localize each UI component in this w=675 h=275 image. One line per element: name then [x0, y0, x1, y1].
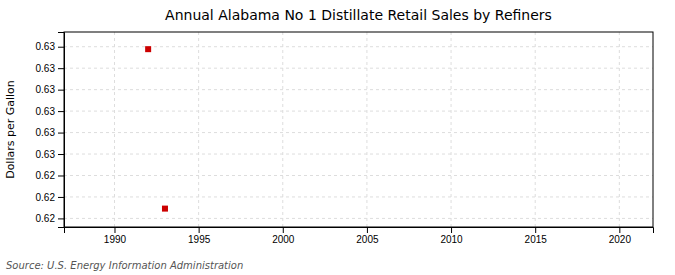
tick-label: 2010 [440, 234, 463, 245]
grid-line [64, 132, 653, 133]
tick-label: 0.63 [36, 84, 56, 95]
grid-line [366, 32, 367, 227]
axis-line [65, 228, 654, 234]
x-axis: 1990 1995 2000 2005 2010 2015 2020 [65, 227, 654, 245]
tick-mark [58, 68, 64, 69]
tick: 2010 [440, 227, 463, 245]
tick-mark [58, 197, 64, 198]
tick-label: 1990 [104, 234, 127, 245]
tick-mark [58, 154, 64, 155]
tick: 1990 [104, 227, 127, 245]
tick-mark [58, 175, 64, 176]
grid-line [64, 46, 653, 47]
tick-mark [58, 90, 64, 91]
tick-mark [199, 227, 200, 233]
point [162, 206, 168, 212]
tick: 2020 [609, 227, 632, 245]
title: Annual Alabama No 1 Distillate Retail Sa… [165, 7, 552, 23]
grid [64, 32, 653, 227]
tick-label: 0.63 [36, 63, 56, 74]
grid-line [451, 32, 452, 227]
tick-mark [58, 47, 64, 48]
tick-label: 2020 [609, 234, 632, 245]
tick-mark [58, 111, 64, 112]
tick: 0.63 [36, 84, 64, 95]
tick: 1995 [188, 227, 211, 245]
points [145, 46, 168, 211]
tick: 2000 [272, 227, 295, 245]
tick: 0.62 [36, 213, 64, 224]
grid-line [64, 68, 653, 69]
tick: 0.63 [36, 63, 64, 74]
grid-line [64, 89, 653, 90]
tick-label: 0.63 [36, 41, 56, 52]
tick-mark [114, 227, 115, 233]
y-axis-label: Dollars per Gallon [4, 80, 17, 179]
tick-mark [619, 227, 620, 233]
tick-mark [58, 218, 64, 219]
tick: 0.62 [36, 192, 64, 203]
source-note: Source: U.S. Energy Information Administ… [6, 260, 243, 271]
tick-label: 0.62 [36, 192, 56, 203]
grid-line [282, 32, 283, 227]
grid-line [619, 32, 620, 227]
tick-label: 0.63 [36, 149, 56, 160]
grid-line [64, 218, 653, 219]
y-axis: 0.62 0.62 0.62 0.63 0.63 0.63 0.63 0.63 0.63 [36, 33, 65, 228]
grid-line [64, 196, 653, 197]
tick-mark [535, 227, 536, 233]
tick-label: 2015 [525, 234, 548, 245]
tick-label: 1995 [188, 234, 211, 245]
tick: 2005 [356, 227, 379, 245]
tick: 0.63 [36, 106, 64, 117]
grid-line [535, 32, 536, 227]
tick-label: 0.63 [36, 127, 56, 138]
grid-line [64, 154, 653, 155]
axis-line [58, 33, 65, 228]
tick-label: 0.62 [36, 170, 56, 181]
tick: 0.63 [36, 149, 64, 160]
tick-mark [367, 227, 368, 233]
grid-line [198, 32, 199, 227]
tick-label: 2000 [272, 234, 295, 245]
tick-label: 0.63 [36, 106, 56, 117]
tick-label: 2005 [356, 234, 379, 245]
grid-line [114, 32, 115, 227]
tick: 0.63 [36, 41, 64, 52]
tick: 2015 [525, 227, 548, 245]
grid-line [64, 175, 653, 176]
tick: 0.62 [36, 170, 64, 181]
point [145, 46, 151, 52]
tick-label: 0.62 [36, 213, 56, 224]
plot-frame [64, 32, 653, 227]
tick: 0.63 [36, 127, 64, 138]
tick-mark [451, 227, 452, 233]
tick-mark [283, 227, 284, 233]
grid-line [64, 111, 653, 112]
chart: 19901995200020052010201520200.620.620.62… [0, 0, 675, 275]
plot-area: 19901995200020052010201520200.620.620.62… [36, 32, 654, 245]
tick-mark [58, 133, 64, 134]
